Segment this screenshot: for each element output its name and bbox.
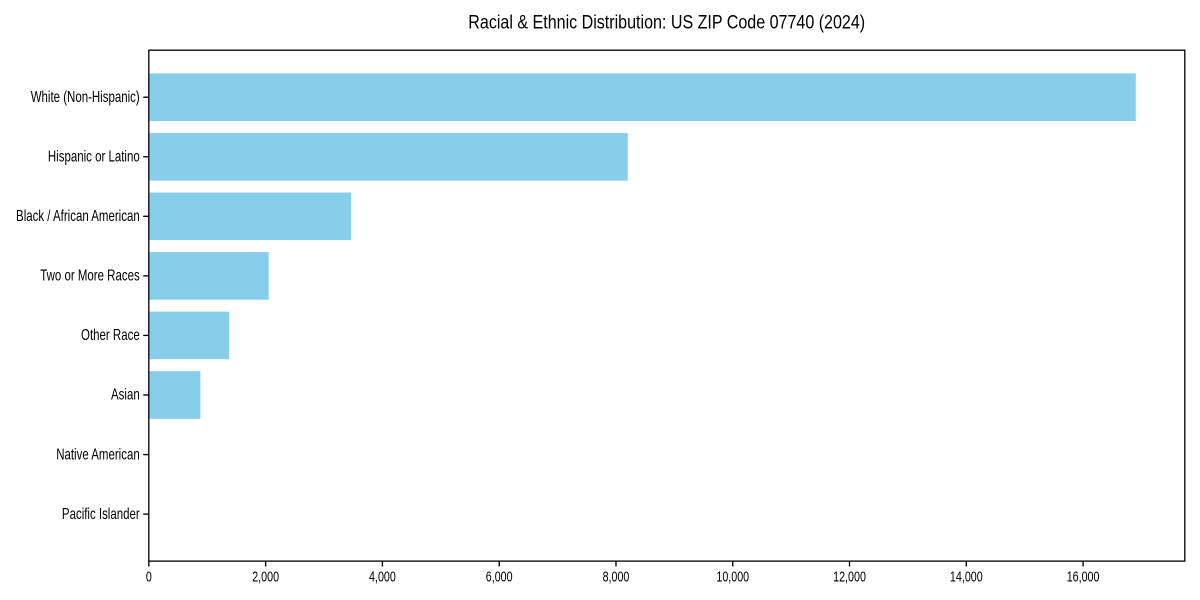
- svg-text:Racial & Ethnic Distribution:: Racial & Ethnic Distribution: US ZIP Cod…: [468, 11, 865, 33]
- svg-text:Other Race: Other Race: [81, 326, 140, 343]
- svg-text:16,000: 16,000: [1067, 569, 1100, 585]
- svg-text:Asian: Asian: [111, 386, 140, 403]
- svg-text:10,000: 10,000: [716, 569, 749, 585]
- svg-text:2,000: 2,000: [252, 569, 279, 585]
- svg-text:Hispanic or Latino: Hispanic or Latino: [48, 148, 140, 165]
- svg-text:0: 0: [146, 569, 152, 585]
- svg-text:Two or More Races: Two or More Races: [40, 267, 140, 284]
- svg-text:Black / African American: Black / African American: [16, 207, 140, 224]
- svg-text:White (Non-Hispanic): White (Non-Hispanic): [31, 88, 140, 105]
- svg-text:12,000: 12,000: [833, 569, 866, 585]
- svg-text:14,000: 14,000: [950, 569, 983, 585]
- svg-text:8,000: 8,000: [603, 569, 630, 585]
- svg-text:Native American: Native American: [56, 446, 140, 463]
- svg-text:Pacific Islander: Pacific Islander: [62, 505, 140, 522]
- svg-text:6,000: 6,000: [486, 569, 513, 585]
- svg-text:4,000: 4,000: [369, 569, 396, 585]
